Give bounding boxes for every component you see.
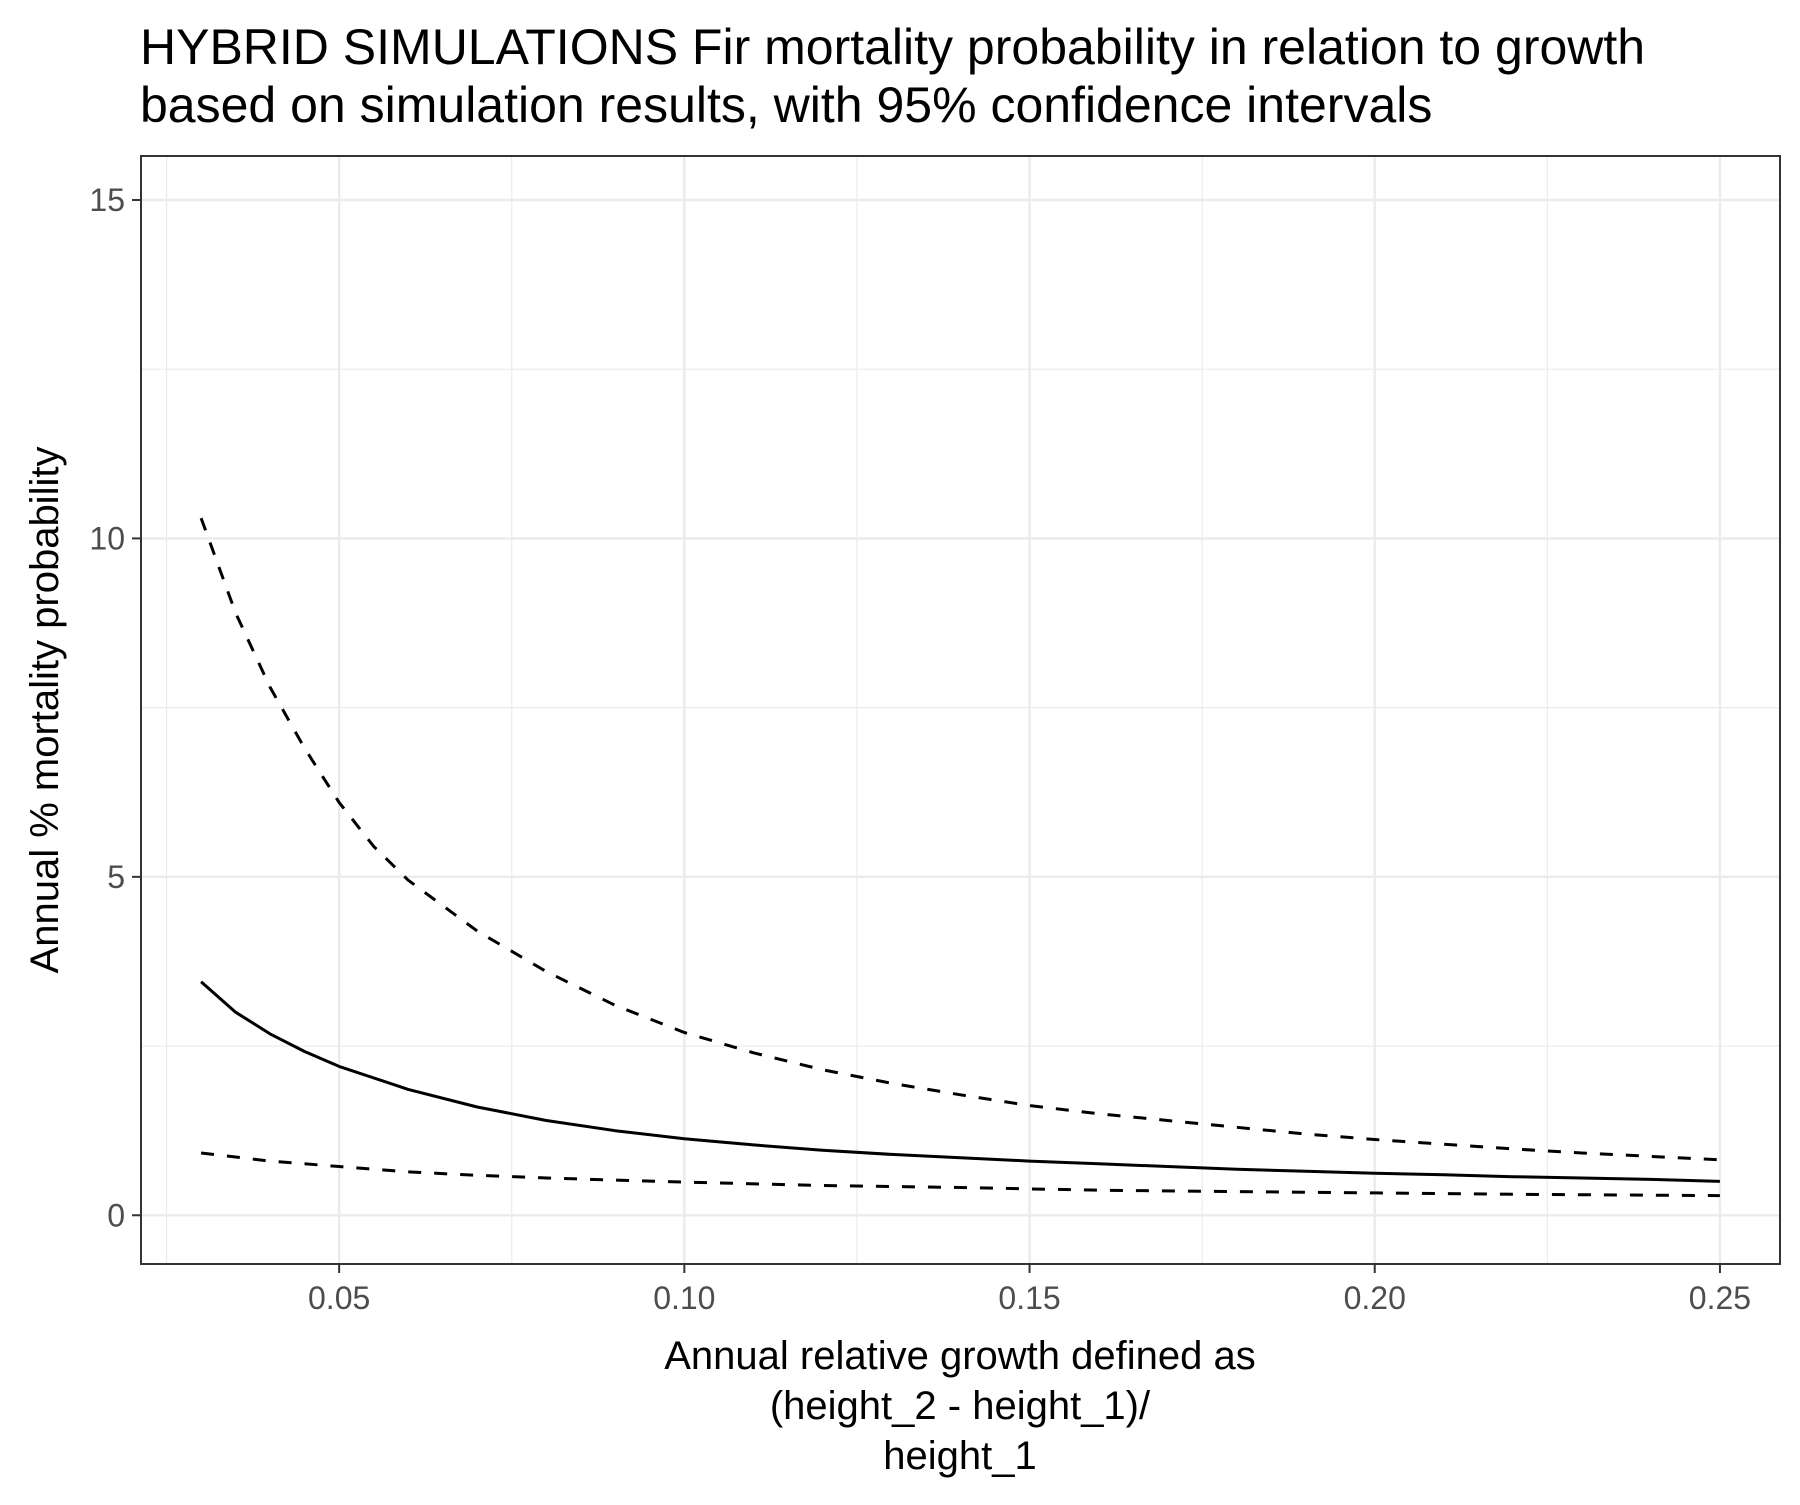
chart-title-line-2: based on simulation results, with 95% co… <box>140 77 1432 133</box>
grid-layer <box>141 156 1780 1264</box>
y-tick-label-3: 15 <box>89 182 125 218</box>
series-layer <box>199 517 1720 1198</box>
series-line-2 <box>200 1151 1720 1198</box>
x-tick-label-3: 0.20 <box>1344 1280 1406 1316</box>
series-line-1 <box>199 517 1720 1162</box>
x-tick-label-1: 0.10 <box>653 1280 715 1316</box>
axis-layer: 0.05 0.10 0.15 0.20 0.25 0 5 10 15 <box>89 182 1751 1316</box>
panel-border <box>140 155 1781 1265</box>
x-axis-title-line-2: (height_2 - height_1)/ <box>770 1384 1151 1428</box>
series-line-0 <box>200 980 1720 1183</box>
x-tick-label-4: 0.25 <box>1689 1280 1751 1316</box>
y-tick-label-1: 5 <box>107 859 125 895</box>
x-tick-label-2: 0.15 <box>998 1280 1060 1316</box>
y-tick-label-2: 10 <box>89 520 125 556</box>
chart-title-line-1: HYBRID SIMULATIONS Fir mortality probabi… <box>140 19 1645 75</box>
x-axis-title-line-1: Annual relative growth defined as <box>664 1334 1255 1378</box>
x-tick-label-0: 0.05 <box>308 1280 370 1316</box>
x-axis-title-line-3: height_1 <box>883 1434 1036 1478</box>
y-axis-title: Annual % mortality probability <box>23 447 67 974</box>
y-tick-label-0: 0 <box>107 1197 125 1233</box>
